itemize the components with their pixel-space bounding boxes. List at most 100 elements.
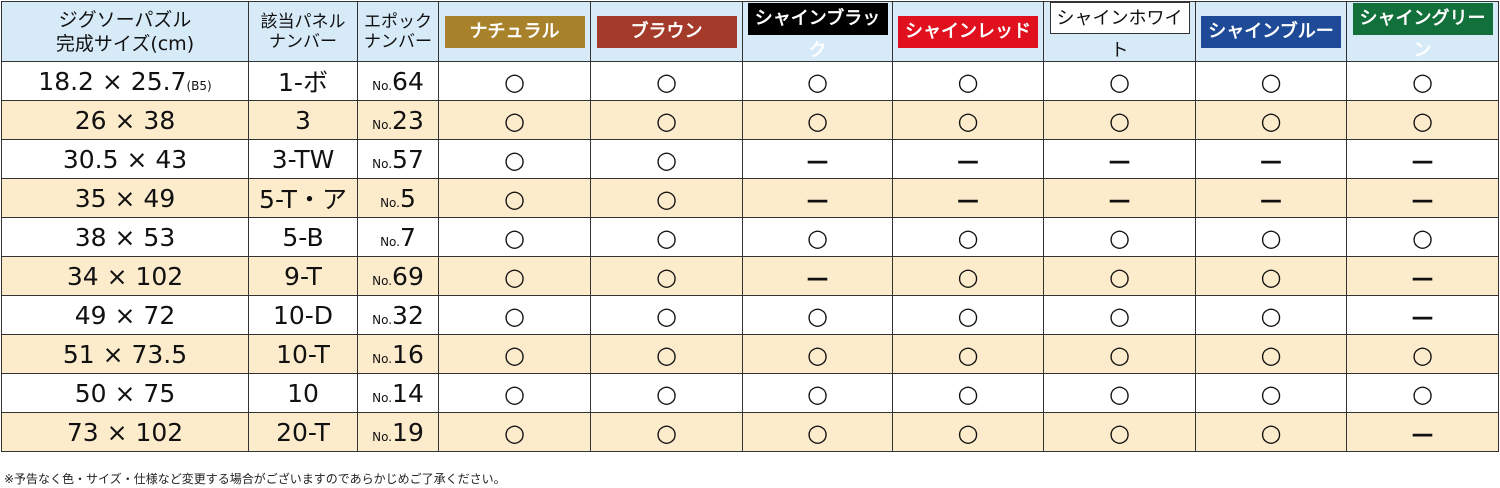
availability-cell: ○ (892, 295, 1044, 335)
color-label: シャイングリーン (1352, 2, 1493, 61)
available-mark: ○ (504, 184, 525, 213)
availability-cell: ○ (1043, 334, 1196, 374)
availability-cell: ○ (742, 373, 893, 413)
header-color-5: シャインブルー (1195, 1, 1347, 62)
color-label: ナチュラル (444, 15, 585, 48)
availability-cell: ○ (1346, 100, 1499, 140)
header-epoch: エポック ナンバー (357, 1, 439, 62)
available-mark: ○ (1412, 67, 1433, 96)
epoch-cell: No.19 (357, 412, 439, 452)
available-mark: ○ (957, 301, 979, 330)
color-label: シャインホワイト (1049, 2, 1190, 61)
unavailable-dash: — (806, 265, 829, 291)
panel-cell: 9-T (248, 256, 358, 296)
available-mark: ○ (957, 340, 979, 369)
size-value: 38 × 53 (74, 222, 176, 252)
availability-cell: ○ (742, 61, 893, 101)
panel-cell: 5-B (248, 217, 358, 257)
availability-cell: — (1043, 178, 1196, 218)
availability-cell: — (1346, 256, 1499, 296)
available-mark: ○ (656, 301, 677, 330)
availability-cell: ○ (438, 295, 591, 335)
availability-cell: — (892, 139, 1044, 179)
epoch-number: 64 (392, 66, 424, 96)
header-size-line2: 完成サイズ(cm) (55, 32, 195, 55)
available-mark: ○ (957, 223, 979, 252)
available-mark: ○ (1260, 67, 1282, 96)
header-color-6: シャイングリーン (1346, 1, 1499, 62)
table-row: 18.2 × 25.7(B5) 1-ボ No.64 ○ ○ ○ ○ ○ ○ ○ (1, 61, 1499, 101)
unavailable-dash: — (806, 148, 829, 174)
available-mark: ○ (504, 106, 525, 135)
availability-cell: ○ (1195, 295, 1347, 335)
available-mark: ○ (1109, 379, 1130, 408)
availability-cell: ○ (1346, 334, 1499, 374)
availability-cell: — (742, 256, 893, 296)
available-mark: ○ (957, 67, 979, 96)
size-cell: 49 × 72 (1, 295, 249, 335)
available-mark: ○ (807, 340, 828, 369)
availability-cell: ○ (1043, 100, 1196, 140)
availability-cell: ○ (1043, 256, 1196, 296)
available-mark: ○ (1109, 223, 1130, 252)
unavailable-dash: — (1411, 265, 1434, 291)
availability-cell: ○ (892, 256, 1044, 296)
available-mark: ○ (1109, 262, 1130, 291)
size-value: 73 × 102 (66, 417, 184, 447)
available-mark: ○ (656, 67, 677, 96)
color-label: シャインブルー (1201, 15, 1341, 48)
size-cell: 34 × 102 (1, 256, 249, 296)
availability-cell: ○ (1195, 412, 1347, 452)
epoch-cell: No.69 (357, 256, 439, 296)
available-mark: ○ (1109, 67, 1130, 96)
available-mark: ○ (1109, 418, 1130, 447)
availability-cell: ○ (1043, 412, 1196, 452)
availability-cell: ○ (892, 334, 1044, 374)
available-mark: ○ (504, 67, 525, 96)
epoch-cell: No.64 (357, 61, 439, 101)
availability-cell: ○ (590, 139, 743, 179)
size-color-table: ジグソーパズル 完成サイズ(cm) 該当パネル ナンバー エポック ナンバー ナチュラ… (1, 1, 1499, 452)
available-mark: ○ (656, 262, 677, 291)
no-prefix: No. (372, 429, 393, 444)
availability-cell: ○ (590, 100, 743, 140)
available-mark: ○ (1109, 340, 1130, 369)
available-mark: ○ (656, 379, 677, 408)
size-cell: 30.5 × 43 (1, 139, 249, 179)
available-mark: ○ (957, 418, 979, 447)
availability-cell: ○ (438, 100, 591, 140)
availability-cell: ○ (438, 217, 591, 257)
header-size: ジグソーパズル 完成サイズ(cm) (1, 1, 249, 62)
epoch-cell: No.16 (357, 334, 439, 374)
no-prefix: No. (372, 117, 393, 132)
epoch-cell: No.5 (357, 178, 439, 218)
available-mark: ○ (656, 418, 677, 447)
availability-cell: — (742, 178, 893, 218)
availability-cell: ○ (1346, 61, 1499, 101)
availability-cell: ○ (590, 217, 743, 257)
table-row: 50 × 75 10 No.14 ○ ○ ○ ○ ○ ○ ○ (1, 373, 1499, 413)
availability-cell: ○ (438, 256, 591, 296)
unavailable-dash: — (957, 187, 979, 213)
available-mark: ○ (1260, 106, 1282, 135)
size-value: 35 × 49 (74, 183, 176, 213)
size-cell: 51 × 73.5 (1, 334, 249, 374)
availability-cell: ○ (590, 61, 743, 101)
size-cell: 50 × 75 (1, 373, 249, 413)
available-mark: ○ (1109, 301, 1130, 330)
no-prefix: No. (372, 273, 393, 288)
epoch-cell: No.23 (357, 100, 439, 140)
color-label: シャインレッド (898, 15, 1038, 48)
table-row: 51 × 73.5 10-T No.16 ○ ○ ○ ○ ○ ○ ○ (1, 334, 1499, 374)
panel-cell: 1-ボ (248, 61, 358, 101)
epoch-cell: No.14 (357, 373, 439, 413)
availability-cell: ○ (892, 412, 1044, 452)
size-cell: 26 × 38 (1, 100, 249, 140)
size-value: 26 × 38 (74, 105, 176, 135)
availability-cell: ○ (590, 373, 743, 413)
available-mark: ○ (1412, 223, 1433, 252)
size-cell: 38 × 53 (1, 217, 249, 257)
availability-cell: ○ (1195, 256, 1347, 296)
available-mark: ○ (504, 301, 525, 330)
panel-cell: 3-TW (248, 139, 358, 179)
